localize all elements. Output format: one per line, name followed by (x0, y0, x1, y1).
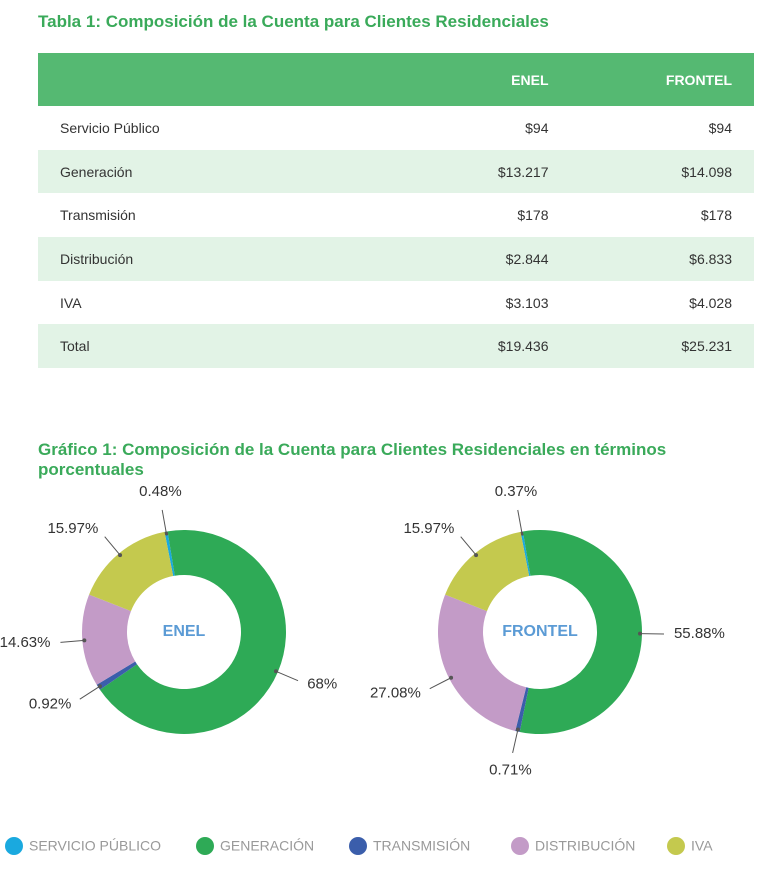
table-row: Transmisión $178 $178 (38, 193, 754, 237)
leader-dot (97, 684, 102, 689)
leader-line (104, 536, 121, 556)
leader-dot (474, 553, 479, 558)
data-label: 0.48% (139, 483, 182, 500)
data-label: 0.71% (489, 762, 532, 779)
donut-slice (89, 531, 174, 612)
table-row: Generación $13.217 $14.098 (38, 149, 754, 194)
table-cell: Total (38, 324, 421, 369)
leader-line (275, 670, 299, 682)
table-cell: Generación (38, 149, 421, 194)
leader-line (517, 509, 523, 534)
table-cell: $178 (517, 207, 549, 224)
leader-line (460, 536, 477, 556)
leader-dot (118, 553, 123, 558)
legend-label: GENERACIÓN (220, 838, 314, 854)
donut-slice (96, 661, 138, 690)
leader-line (429, 677, 452, 690)
donut-slice (515, 687, 529, 732)
table-cell: $25.231 (570, 324, 754, 369)
table-cell: $14.098 (570, 149, 754, 194)
table-cell: $13.217 (421, 149, 571, 194)
leader-dot (637, 631, 642, 636)
table-cell: IVA (60, 294, 82, 311)
legend-marker (196, 837, 214, 855)
leader-dot (273, 669, 278, 674)
charts: 0.48% 68% 0.92% 14.63% 15.97% ENEL 0.37% 55.88%… (0, 483, 725, 855)
leader-dot (82, 638, 87, 643)
table-row: IVA $3.103 $4.028 (38, 281, 754, 325)
donut-slice (164, 531, 175, 577)
data-label: 55.88% (674, 625, 725, 642)
donut-slice (519, 530, 642, 734)
donut-slice (81, 594, 136, 685)
donut-slice (520, 531, 531, 577)
data-label: 0.37% (495, 483, 538, 500)
table-row: Distribución $2.844 $6.833 (38, 237, 754, 281)
table-cell: Transmisión (60, 207, 136, 224)
legend-marker (511, 837, 529, 855)
data-label: 15.97% (403, 520, 454, 537)
table-cell: $94 (708, 119, 732, 136)
leader-dot (449, 675, 454, 680)
chart-title: Gráfico 1: Composición de la Cuenta para… (38, 440, 667, 479)
legend-label: DISTRIBUCIÓN (535, 838, 635, 854)
center-label: ENEL (163, 623, 206, 640)
leader-dot (515, 727, 520, 732)
leader-line (60, 639, 85, 643)
table-cell: $6.833 (570, 237, 754, 281)
data-label: 27.08% (370, 684, 421, 701)
table-cell: $178 (700, 207, 732, 224)
table-row: Servicio Público $94 $94 (38, 106, 754, 150)
legend-marker (5, 837, 23, 855)
table-cell: $2.844 (421, 237, 571, 281)
header-cell: ENEL (421, 53, 571, 106)
header-cell: FRONTEL (570, 53, 754, 106)
data-label: 0.92% (29, 696, 72, 713)
center-label: FRONTEL (502, 623, 578, 640)
leader-line (161, 509, 167, 534)
table-cell: Distribución (38, 237, 421, 281)
legend-marker (349, 837, 367, 855)
legend-label: IVA (691, 838, 713, 854)
legend-marker (667, 837, 685, 855)
legend-label: SERVICIO PÚBLICO (29, 838, 161, 854)
legend-label: TRANSMISIÓN (373, 838, 470, 854)
data-label: 15.97% (47, 520, 98, 537)
table-cell: $4.028 (689, 294, 732, 311)
donut-slice (438, 594, 527, 731)
table-cell: $94 (525, 119, 549, 136)
table-title: Tabla 1: Composición de la Cuenta para C… (38, 12, 549, 31)
leader-dot (164, 531, 169, 536)
leader-line (79, 685, 101, 700)
table-cell: $3.103 (505, 294, 549, 311)
data-label: 14.63% (0, 634, 50, 651)
donut-slice (99, 530, 287, 734)
table-cell: $19.436 (421, 324, 571, 369)
header-cell (38, 53, 421, 106)
table-cell: Servicio Público (60, 119, 160, 136)
table-row: Total $19.436 $25.231 (38, 324, 754, 369)
data-label: 68% (307, 676, 337, 693)
header-row: ENEL FRONTEL (38, 53, 754, 106)
leader-line (512, 729, 519, 754)
table: ENEL FRONTEL Servicio Público $94 $94 Genera… (38, 53, 754, 369)
donut-slice (445, 531, 530, 612)
